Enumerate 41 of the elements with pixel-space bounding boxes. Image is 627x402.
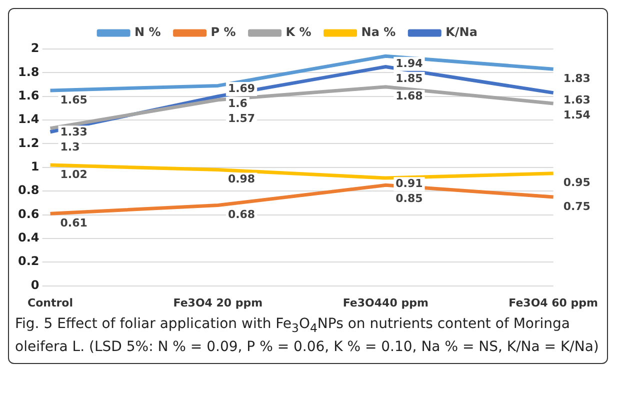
legend-label: P %: [210, 25, 236, 40]
y-tick-label: 0.4: [18, 230, 40, 245]
data-label: 1.57: [228, 112, 256, 125]
data-label: 0.68: [228, 208, 256, 222]
legend-label: N %: [134, 25, 161, 40]
data-label: 1.54: [563, 108, 591, 122]
data-label: 1.69: [228, 82, 256, 95]
legend-label: Na %: [361, 25, 396, 40]
data-label: 0.95: [563, 176, 590, 190]
data-label: 0.75: [563, 200, 590, 213]
y-tick-label: 0.2: [18, 254, 40, 268]
data-label: 1.33: [60, 125, 88, 138]
y-tick-label: 0.8: [18, 183, 40, 198]
legend-label: K %: [286, 25, 312, 40]
data-label: 1.6: [228, 96, 248, 110]
caption: Fig. 5 Effect of foliar application with Fe$_{3}$O$_{4}$NPs on nutrients content of Moringa oleifera L. (LSD 5%: N % = 0.09, P % = 0.06, K % = 0.10, Na % = NS, K/Na = K/Na): [15, 315, 600, 357]
data-label: 1.02: [60, 168, 88, 181]
data-label: 0.85: [396, 192, 423, 205]
y-tick-label: 1.8: [18, 64, 40, 79]
data-label: 1.63: [563, 93, 590, 106]
x-tick-label: Fe3O4 20 ppm: [173, 296, 263, 310]
data-label: 0.61: [60, 216, 88, 230]
data-label: 0.98: [228, 172, 256, 186]
y-tick-label: 1: [30, 160, 40, 174]
data-label: 1.94: [396, 56, 424, 70]
y-tick-label: 1.2: [18, 136, 40, 150]
y-tick-label: 1.6: [18, 88, 40, 102]
data-label: 1.65: [60, 93, 88, 106]
x-tick-label: Control: [28, 296, 73, 310]
data-label: 1.83: [563, 72, 590, 85]
data-label: 1.85: [396, 72, 423, 85]
y-tick-label: 1.4: [18, 112, 40, 126]
x-tick-label: Fe3O440 ppm: [342, 296, 428, 310]
data-label: 1.3: [60, 140, 80, 154]
y-tick-label: 0.6: [18, 206, 40, 221]
y-tick-label: 0: [30, 278, 40, 292]
x-tick-label: Fe3O4 60 ppm: [508, 296, 598, 310]
legend-label: K/Na: [446, 25, 478, 40]
data-label: 0.91: [396, 176, 423, 190]
data-label: 1.68: [396, 90, 423, 103]
y-tick-label: 2: [30, 41, 40, 56]
